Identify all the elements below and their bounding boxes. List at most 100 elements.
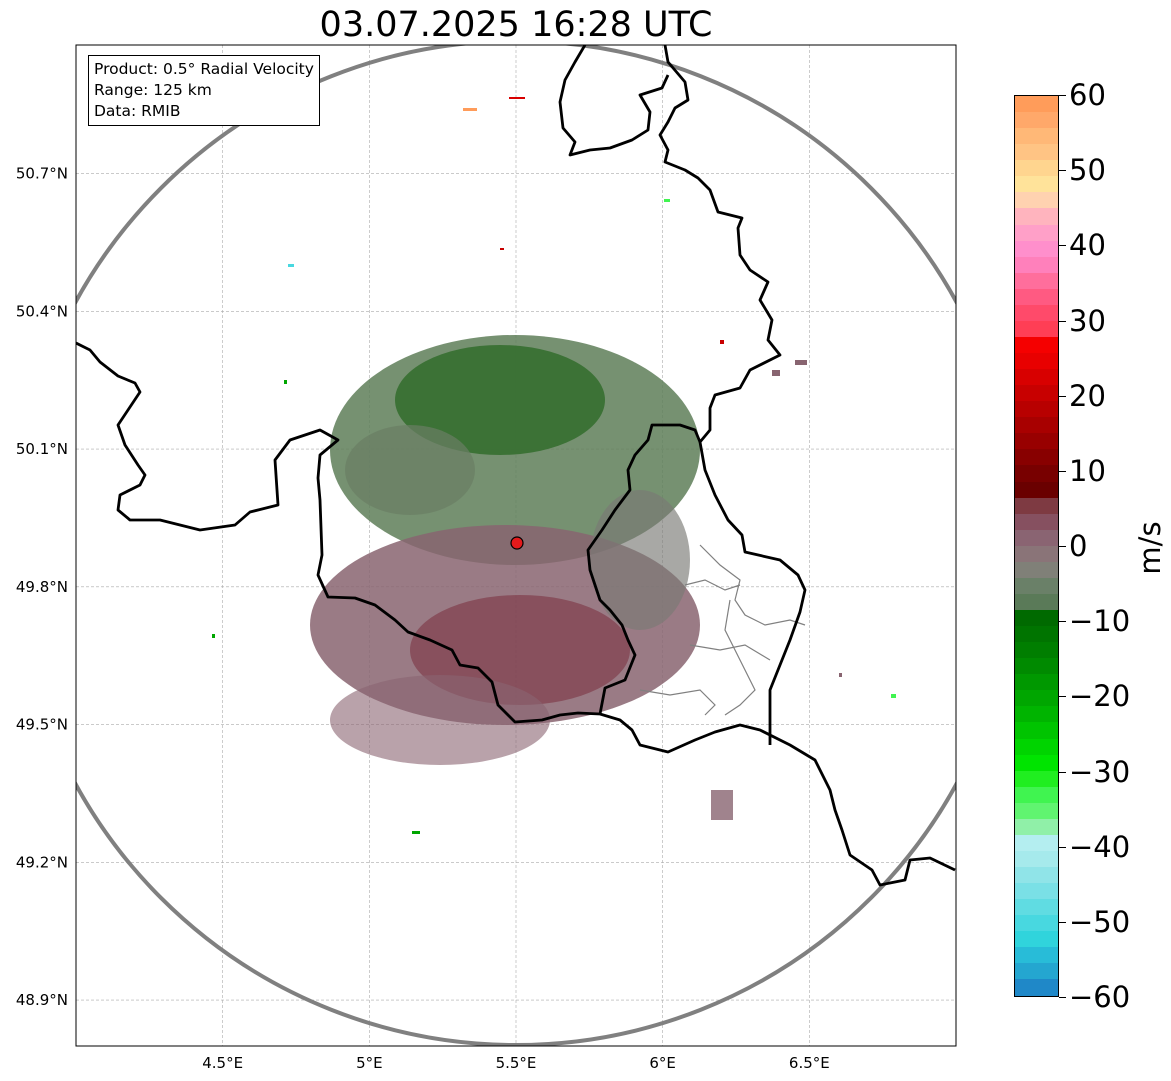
colorbar-segment [1015, 497, 1058, 514]
isolated-echoes [212, 97, 896, 834]
longitude-label: 5°E [356, 1054, 383, 1072]
colorbar-segment [1015, 336, 1058, 353]
colorbar-segment [1015, 963, 1058, 980]
longitude-label: 5.5°E [496, 1054, 537, 1072]
colorbar-segment [1015, 626, 1058, 643]
colorbar-segment [1015, 112, 1058, 129]
colorbar-segment [1015, 915, 1058, 932]
longitude-label: 4.5°E [202, 1054, 243, 1072]
colorbar-tick-mark [1059, 245, 1066, 247]
colorbar-segment [1015, 433, 1058, 450]
colorbar-tick-label: 60 [1069, 78, 1106, 112]
product-label: Product: 0.5° Radial Velocity [94, 60, 314, 78]
colorbar-segment [1015, 160, 1058, 177]
colorbar-segment [1015, 593, 1058, 610]
colorbar-tick-mark [1059, 395, 1066, 397]
colorbar-segment [1015, 401, 1058, 418]
colorbar-segment [1015, 883, 1058, 900]
colorbar-segment [1015, 834, 1058, 851]
colorbar-segment [1015, 674, 1058, 691]
colorbar-segment [1015, 754, 1058, 771]
colorbar-segment [1015, 642, 1058, 659]
internal-borders [639, 544, 806, 716]
colorbar-tick-mark [1059, 771, 1066, 773]
colorbar-segment [1015, 658, 1058, 675]
colorbar-segment [1015, 722, 1058, 739]
radar-site-marker [510, 536, 524, 550]
colorbar-tick-label: −10 [1069, 604, 1131, 639]
colorbar-segment [1015, 256, 1058, 273]
colorbar-segment [1015, 320, 1058, 337]
colorbar-segment [1015, 353, 1058, 370]
colorbar-segment [1015, 786, 1058, 803]
colorbar-tick-mark [1059, 546, 1066, 547]
colorbar-segment [1015, 931, 1058, 948]
colorbar-tick-mark [1059, 320, 1066, 322]
map-frame [75, 44, 957, 1047]
colorbar-segment [1015, 979, 1058, 996]
colorbar-segment [1015, 369, 1058, 386]
colorbar-segment [1015, 208, 1058, 225]
latitude-label: 49.8°N [16, 578, 68, 596]
colorbar-segment [1015, 449, 1058, 466]
colorbar-tick-label: 10 [1069, 453, 1106, 488]
latitude-label: 48.9°N [16, 991, 68, 1009]
colorbar-segment [1015, 481, 1058, 498]
latitude-label: 49.2°N [16, 853, 68, 871]
country-borders [76, 45, 956, 887]
colorbar-segment [1015, 176, 1058, 193]
colorbar-tick-mark [1059, 846, 1066, 848]
colorbar-segment [1015, 738, 1058, 755]
colorbar-segment [1015, 770, 1058, 787]
colorbar-tick-mark [1059, 170, 1066, 172]
colorbar-tick-label: 20 [1069, 378, 1106, 413]
latitude-label: 50.1°N [16, 440, 68, 458]
range-label: Range: 125 km [94, 81, 212, 99]
info-box: Product: 0.5° Radial Velocity Range: 125… [88, 55, 320, 126]
latitude-label: 50.7°N [16, 165, 68, 183]
colorbar [1014, 95, 1059, 997]
colorbar-segment [1015, 513, 1058, 530]
colorbar-tick-label: 0 [1069, 529, 1088, 563]
colorbar-segment [1015, 690, 1058, 707]
data-source-label: Data: RMIB [94, 102, 181, 120]
colorbar-segment [1015, 577, 1058, 594]
colorbar-segment [1015, 304, 1058, 321]
colorbar-tick-mark [1059, 621, 1066, 623]
colorbar-tick-mark [1059, 470, 1066, 472]
colorbar-segment [1015, 899, 1058, 916]
colorbar-unit: m/s [1133, 521, 1167, 575]
colorbar-segment [1015, 128, 1058, 145]
colorbar-segment [1015, 802, 1058, 819]
colorbar-segment [1015, 850, 1058, 867]
colorbar-segment [1015, 224, 1058, 241]
colorbar-segment [1015, 561, 1058, 578]
colorbar-segment [1015, 610, 1058, 627]
colorbar-tick-label: 30 [1069, 303, 1106, 338]
colorbar-segment [1015, 545, 1058, 562]
colorbar-segment [1015, 529, 1058, 546]
colorbar-tick-mark [1059, 95, 1066, 96]
colorbar-segment [1015, 288, 1058, 305]
latitude-label: 49.5°N [16, 716, 68, 734]
colorbar-segment [1015, 867, 1058, 884]
range-ring [76, 45, 956, 1046]
colorbar-segment [1015, 192, 1058, 209]
colorbar-tick-mark [1059, 997, 1066, 998]
colorbar-tick-mark [1059, 921, 1066, 923]
colorbar-segment [1015, 465, 1058, 482]
colorbar-segment [1015, 947, 1058, 964]
longitude-labels: 4.5°E 5°E 5.5°E 6°E 6.5°E [202, 1054, 830, 1072]
longitude-label: 6.5°E [789, 1054, 830, 1072]
latitude-labels: 48.9°N 49.2°N 49.5°N 49.8°N 50.1°N 50.4°N 50.7… [16, 165, 68, 1010]
colorbar-segment [1015, 706, 1058, 723]
longitude-label: 6°E [649, 1054, 676, 1072]
colorbar-segment [1015, 144, 1058, 161]
colorbar-segment [1015, 385, 1058, 402]
colorbar-segment [1015, 96, 1058, 113]
colorbar-tick-label: 40 [1069, 228, 1106, 263]
colorbar-tick-label: −20 [1069, 679, 1131, 714]
colorbar-tick-label: −40 [1069, 829, 1131, 864]
colorbar-segment [1015, 272, 1058, 289]
